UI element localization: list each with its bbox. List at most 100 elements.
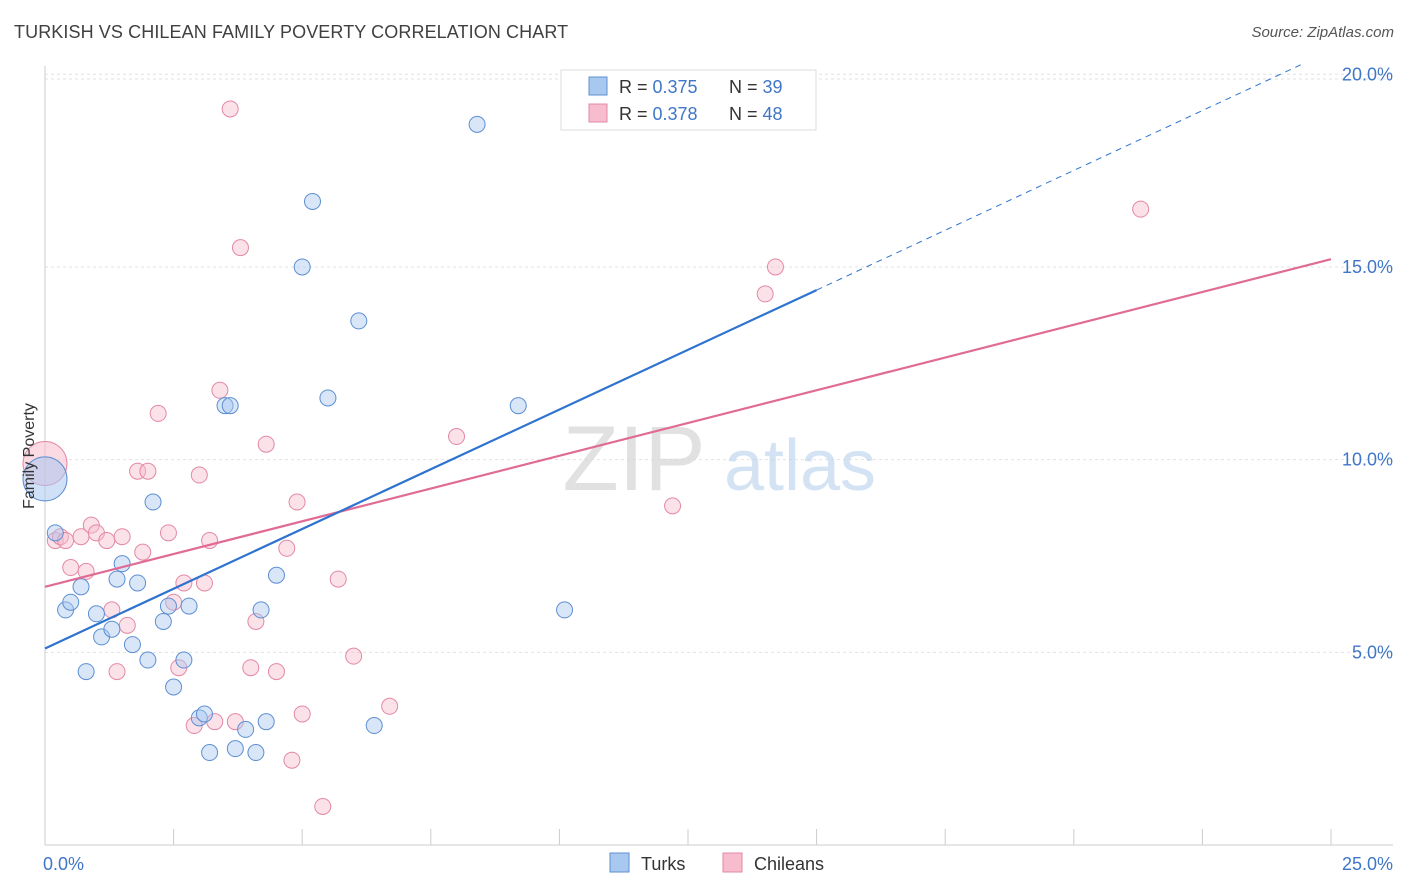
- turks-n-value: 39: [763, 77, 783, 97]
- point-turks: [237, 720, 255, 738]
- point-turks: [350, 312, 368, 330]
- point-chileans: [231, 239, 249, 257]
- point-chileans: [221, 100, 239, 118]
- point-turks: [556, 601, 574, 619]
- point-chileans: [314, 797, 332, 815]
- point-chileans: [257, 435, 275, 453]
- point-turks: [257, 713, 275, 731]
- point-turks: [509, 397, 527, 415]
- point-chileans: [1132, 200, 1150, 218]
- x-tick-label: 25.0%: [1342, 854, 1393, 874]
- chileans-r-value: 0.378: [653, 104, 698, 124]
- point-chileans: [98, 532, 116, 550]
- point-chileans: [756, 285, 774, 303]
- point-chileans: [134, 543, 152, 561]
- y-tick-label: 20.0%: [1342, 64, 1393, 84]
- point-turks: [62, 593, 80, 611]
- y-tick-label: 15.0%: [1342, 257, 1393, 277]
- point-chileans: [62, 559, 80, 577]
- point-turks: [108, 570, 126, 588]
- chileans-n-label: N =: [729, 104, 763, 124]
- point-chileans: [108, 663, 126, 681]
- point-turks: [123, 636, 141, 654]
- point-chileans: [448, 428, 466, 446]
- turks-n-label: N =: [729, 77, 763, 97]
- point-chileans: [190, 466, 208, 484]
- svg-text:N = 48: N = 48: [729, 104, 783, 124]
- point-chileans: [766, 258, 784, 276]
- point-turks: [201, 744, 219, 762]
- point-turks: [468, 115, 486, 133]
- point-chileans: [113, 528, 131, 546]
- source-label: Source: ZipAtlas.com: [1251, 24, 1394, 41]
- point-turks: [221, 397, 239, 415]
- point-turks: [46, 524, 64, 542]
- point-turks: [139, 651, 157, 669]
- point-turks: [303, 192, 321, 210]
- point-chileans: [118, 616, 136, 634]
- point-chileans: [664, 497, 682, 515]
- legend-turks-label: Turks: [641, 854, 685, 874]
- point-turks: [103, 620, 121, 638]
- trend-line-chileans: [44, 258, 1332, 588]
- chart-title: TURKISH VS CHILEAN FAMILY POVERTY CORREL…: [14, 22, 569, 42]
- point-chileans: [139, 462, 157, 480]
- y-tick-label: 10.0%: [1342, 450, 1393, 470]
- point-turks: [129, 574, 147, 592]
- series-turks-points: [22, 115, 574, 762]
- point-chileans: [345, 647, 363, 665]
- y-tick-label: 5.0%: [1352, 642, 1393, 662]
- point-turks: [144, 493, 162, 511]
- bottom-legend: Turks Chileans: [609, 852, 824, 874]
- point-chileans: [278, 539, 296, 557]
- point-turks: [22, 456, 68, 502]
- point-chileans: [129, 462, 147, 480]
- point-chileans: [267, 663, 285, 681]
- turks-r-label: R =: [619, 77, 653, 97]
- svg-text:R = 0.375: R = 0.375: [619, 77, 698, 97]
- point-turks: [319, 389, 337, 407]
- y-axis-label: Family Poverty: [21, 403, 38, 509]
- point-turks: [293, 258, 311, 276]
- point-chileans: [149, 404, 167, 422]
- legend-turks-swatch: [609, 852, 630, 873]
- point-chileans: [242, 659, 260, 677]
- chileans-r-label: R =: [619, 104, 653, 124]
- point-turks: [226, 740, 244, 758]
- legend-chileans-swatch: [722, 852, 743, 873]
- point-chileans: [329, 570, 347, 588]
- point-turks: [165, 678, 183, 696]
- legend-chileans-label: Chileans: [754, 854, 824, 874]
- chileans-swatch: [588, 103, 608, 123]
- point-turks: [159, 597, 177, 615]
- point-chileans: [288, 493, 306, 511]
- point-chileans: [381, 697, 399, 715]
- point-turks: [195, 705, 213, 723]
- point-turks: [180, 597, 198, 615]
- point-turks: [216, 397, 234, 415]
- turks-swatch: [588, 76, 608, 96]
- point-turks: [267, 566, 285, 584]
- point-turks: [175, 651, 193, 669]
- gridlines: [45, 73, 1393, 653]
- point-turks: [154, 612, 172, 630]
- svg-text:R = 0.378: R = 0.378: [619, 104, 698, 124]
- x-tick-label: 0.0%: [43, 854, 84, 874]
- stats-legend-box: R = 0.375 N = 39 R = 0.378 N = 48: [560, 69, 817, 131]
- point-turks: [252, 601, 270, 619]
- turks-r-value: 0.375: [653, 77, 698, 97]
- trend-lines: [44, 62, 1332, 650]
- watermark-atlas: atlas: [724, 426, 876, 506]
- point-chileans: [159, 524, 177, 542]
- chileans-n-value: 48: [763, 104, 783, 124]
- tick-labels: 5.0% 10.0% 15.0% 20.0% 0.0% 25.0%: [43, 64, 1393, 874]
- point-turks: [365, 717, 383, 735]
- point-chileans: [293, 705, 311, 723]
- svg-text:N = 39: N = 39: [729, 77, 783, 97]
- point-turks: [72, 578, 90, 596]
- point-turks: [247, 744, 265, 762]
- point-chileans: [211, 381, 229, 399]
- trend-line-turks-extension: [816, 62, 1306, 291]
- trend-line-turks: [44, 289, 818, 650]
